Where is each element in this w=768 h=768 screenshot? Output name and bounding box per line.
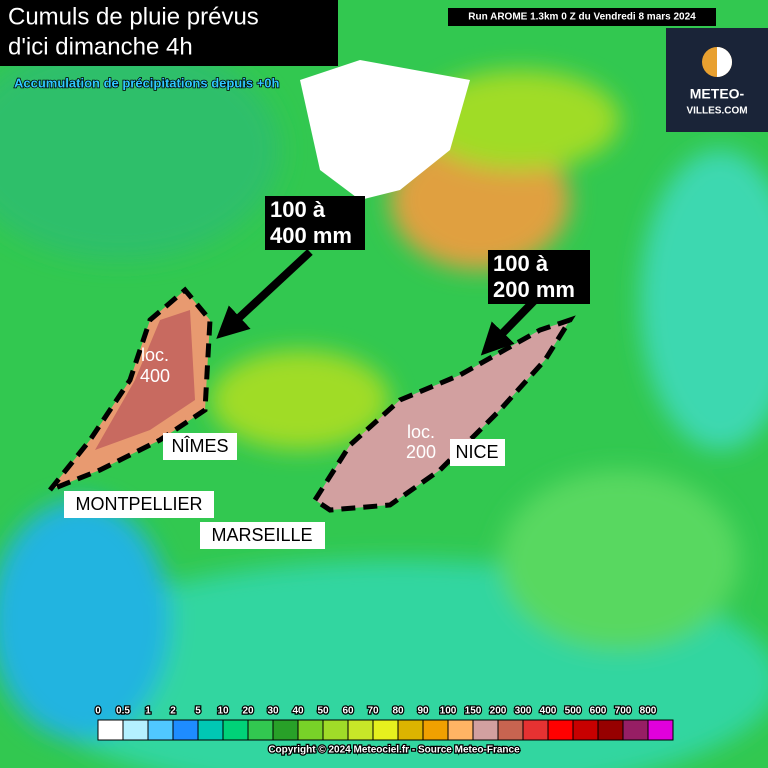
legend-label: 300 bbox=[515, 706, 532, 717]
legend-swatch bbox=[272, 719, 299, 741]
legend-swatch bbox=[222, 719, 249, 741]
legend-label: 600 bbox=[590, 706, 607, 717]
city-label: NÎMES bbox=[171, 436, 228, 456]
legend-swatch bbox=[397, 719, 424, 741]
annotation-box bbox=[265, 196, 365, 250]
city-box bbox=[163, 433, 237, 460]
legend-swatch bbox=[147, 719, 174, 741]
legend-label: 70 bbox=[367, 706, 379, 717]
legend-label: 10 bbox=[217, 706, 229, 717]
legend-label: 150 bbox=[465, 706, 482, 717]
city-box bbox=[200, 522, 325, 549]
run-info: Run AROME 1.3km 0 Z du Vendredi 8 mars 2… bbox=[468, 12, 696, 23]
legend-swatch bbox=[497, 719, 524, 741]
legend-label: 400 bbox=[540, 706, 557, 717]
local-max: loc. bbox=[407, 422, 435, 442]
annotation: 200 mm bbox=[493, 277, 575, 302]
title-box bbox=[0, 0, 338, 66]
city-label: MONTPELLIER bbox=[75, 494, 202, 514]
local-max: 400 bbox=[140, 366, 170, 386]
logo-box bbox=[666, 28, 768, 132]
legend-label: 30 bbox=[267, 706, 279, 717]
legend-label: 500 bbox=[565, 706, 582, 717]
legend-swatch bbox=[297, 719, 324, 741]
annotation: 100 à bbox=[270, 197, 326, 222]
legend-label: 80 bbox=[392, 706, 404, 717]
run-box bbox=[448, 8, 716, 26]
title: d'ici dimanche 4h bbox=[8, 33, 193, 60]
legend-label: 100 bbox=[440, 706, 457, 717]
legend-label: 1 bbox=[145, 706, 151, 717]
city-label: MARSEILLE bbox=[211, 525, 312, 545]
legend-swatch bbox=[97, 719, 124, 741]
city-box bbox=[64, 491, 214, 518]
legend-label: 20 bbox=[242, 706, 254, 717]
legend-label: 2 bbox=[170, 706, 176, 717]
legend-swatch bbox=[522, 719, 549, 741]
local-max: 200 bbox=[406, 442, 436, 462]
legend-label: 50 bbox=[317, 706, 329, 717]
legend-swatch bbox=[597, 719, 624, 741]
legend-swatch bbox=[322, 719, 349, 741]
legend-label: 40 bbox=[292, 706, 304, 717]
legend-swatch bbox=[172, 719, 199, 741]
legend: 0 0.5 1 2 5 10 20 30 40 50 60 70 80 90 100 150 200 300 400… bbox=[94, 704, 674, 741]
legend-swatch bbox=[647, 719, 674, 741]
city-label: NICE bbox=[455, 442, 498, 462]
legend-swatch bbox=[422, 719, 449, 741]
city-box bbox=[450, 439, 505, 466]
annotation-box bbox=[488, 250, 590, 304]
legend-swatch bbox=[347, 719, 374, 741]
legend-label: 0 bbox=[95, 706, 101, 717]
annotation: 400 mm bbox=[270, 223, 352, 248]
legend-label: 90 bbox=[417, 706, 429, 717]
legend-swatch bbox=[472, 719, 499, 741]
legend-swatch bbox=[122, 719, 149, 741]
legend-label: 800 bbox=[640, 706, 657, 717]
footer: Copyright © 2024 Meteociel.fr - Source M… bbox=[268, 745, 520, 756]
legend-swatch bbox=[247, 719, 274, 741]
title: Cumuls de pluie prévus bbox=[8, 3, 259, 30]
legend-swatch bbox=[572, 719, 599, 741]
legend-swatch bbox=[372, 719, 399, 741]
logo-icon bbox=[717, 47, 732, 77]
legend-label: 200 bbox=[490, 706, 507, 717]
logo-text: VILLES.COM bbox=[686, 106, 747, 117]
legend-label: 60 bbox=[342, 706, 354, 717]
local-max: loc. bbox=[141, 345, 169, 365]
legend-label: 5 bbox=[195, 706, 201, 717]
legend-label: 700 bbox=[615, 706, 632, 717]
legend-swatch bbox=[447, 719, 474, 741]
subtitle: Accumulation de précipitations depuis +0… bbox=[14, 75, 280, 90]
legend-swatch bbox=[622, 719, 649, 741]
legend-label: 0.5 bbox=[116, 706, 130, 717]
annotation: 100 à bbox=[493, 251, 549, 276]
legend-swatch bbox=[547, 719, 574, 741]
legend-swatch bbox=[197, 719, 224, 741]
logo-text: METEO- bbox=[690, 86, 745, 102]
